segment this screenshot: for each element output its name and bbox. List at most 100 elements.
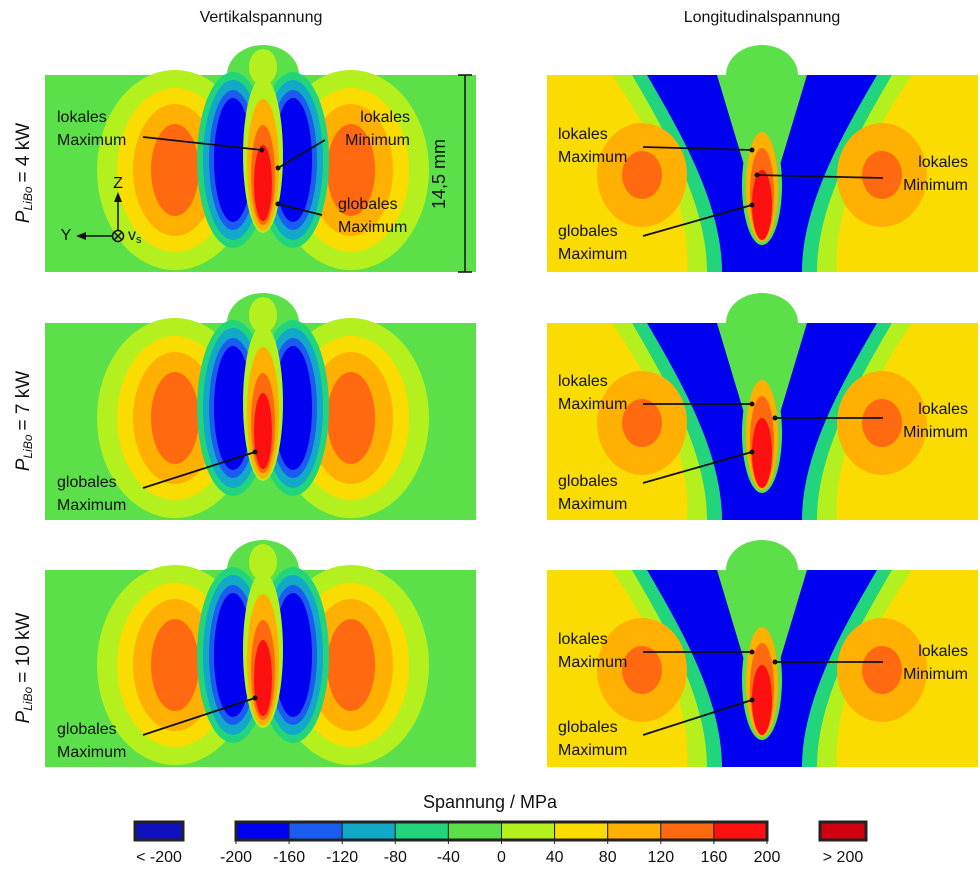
velocity-symbol: v (128, 227, 136, 244)
contour-region (752, 418, 772, 488)
contour-region (622, 399, 662, 447)
annotation-label: lokales (918, 643, 968, 660)
colorbar-tick-label: -200 (220, 849, 252, 866)
contour-panel (45, 540, 476, 767)
row-subscript: LiBo (21, 186, 35, 210)
contour-region (249, 49, 277, 85)
row-label: PLiBo = 4 kW (13, 123, 35, 223)
annotation-label: globales (57, 474, 117, 491)
annotation-tip (772, 415, 778, 421)
annotation-arrow (642, 146, 753, 151)
annotation-label: lokales (918, 401, 968, 418)
contour-region (254, 145, 272, 221)
contour-region (249, 297, 277, 333)
annotation-label: Maximum (558, 246, 627, 263)
annotation-label: lokales (558, 126, 608, 143)
row-label: PLiBo = 7 kW (13, 371, 35, 471)
annotation-arrow (277, 139, 326, 169)
annotation-label: Minimum (903, 666, 968, 683)
contour-panel (45, 45, 476, 272)
axis-label: vs (128, 227, 142, 246)
colorbar-segment (607, 821, 662, 841)
annotation-tip (252, 449, 258, 455)
contour-panel (45, 293, 476, 520)
row-symbol: P (13, 710, 34, 723)
colorbar-segment (447, 821, 502, 841)
colorbar-segment (501, 821, 556, 841)
annotation-arrow (642, 204, 753, 237)
contour-region (717, 75, 807, 165)
contour-region (274, 593, 312, 717)
axis-symbol (113, 231, 123, 241)
annotation-label: Maximum (558, 149, 627, 166)
annotation-arrow (142, 451, 256, 489)
contour-region (214, 98, 252, 222)
annotation-tip (749, 202, 755, 208)
annotation: globales Maximum (558, 449, 755, 513)
annotation-arrow (142, 136, 263, 151)
contour-region (151, 124, 199, 216)
annotation-tip (772, 659, 778, 665)
annotation-arrow (756, 174, 884, 179)
annotation-label: globales (558, 223, 618, 240)
contour-region (254, 640, 272, 716)
annotation: lokales Minimum (772, 401, 968, 441)
colorbar-tick-label: 40 (546, 849, 564, 866)
annotation-label: Maximum (558, 742, 627, 759)
contour-region (717, 570, 807, 660)
colorbar-tick-label: -120 (326, 849, 358, 866)
row-value: = 4 kW (13, 123, 34, 183)
annotation: lokales Maximum (558, 631, 755, 671)
contour-region (214, 593, 252, 717)
row-value: = 10 kW (13, 612, 34, 682)
axis-label: Y (61, 227, 72, 244)
colorbar-under-label: < -200 (136, 849, 182, 866)
velocity-subscript: s (136, 234, 142, 246)
row-subscript: LiBo (21, 434, 35, 458)
colorbar-segment (235, 821, 290, 841)
annotation-label: lokales (918, 154, 968, 171)
colorbar-over-label: > 200 (823, 849, 864, 866)
annotation-tip (749, 697, 755, 703)
colorbar-segment (554, 821, 609, 841)
annotation-label: Maximum (338, 219, 407, 236)
scale-bar-label: 14,5 mm (429, 139, 449, 209)
annotation: lokales Maximum (558, 373, 755, 413)
colorbar-segment (288, 821, 343, 841)
annotation-label: Maximum (558, 396, 627, 413)
contour-region (862, 399, 902, 447)
axis-symbol (111, 229, 125, 243)
colorbar-tick-label: 160 (701, 849, 728, 866)
annotation-arrow (277, 203, 323, 216)
contour-region (249, 544, 277, 580)
annotation-tip (749, 147, 755, 153)
row-subscript: LiBo (21, 686, 35, 710)
annotation-label: Minimum (903, 424, 968, 441)
colorbar-tick-label: 120 (647, 849, 674, 866)
contour-region (752, 665, 772, 735)
contour-region (151, 372, 199, 464)
row-symbol: P (13, 210, 34, 223)
annotation-label: globales (57, 721, 117, 738)
axis-label: Z (113, 175, 123, 192)
colorbar-segment (713, 821, 768, 841)
contour-region (752, 170, 772, 240)
annotation: lokales Maximum (57, 109, 265, 153)
contour-panel (547, 540, 978, 767)
colorbar-tick-label: -80 (384, 849, 407, 866)
annotation-tip (749, 649, 755, 655)
annotation-arrow (642, 451, 753, 484)
contour-region (327, 619, 375, 711)
row-value: = 7 kW (13, 371, 34, 431)
axis-arrowhead (114, 192, 122, 202)
colorbar-tick-label: -160 (273, 849, 305, 866)
annotation-label: Maximum (57, 744, 126, 761)
colorbar-title: Spannung / MPa (423, 792, 558, 812)
contour-region (254, 393, 272, 469)
contour-region (862, 646, 902, 694)
annotation: globales Maximum (275, 196, 407, 236)
contour-region (327, 124, 375, 216)
annotation: lokales Minimum (754, 154, 968, 194)
colorbar-segment (394, 821, 449, 841)
